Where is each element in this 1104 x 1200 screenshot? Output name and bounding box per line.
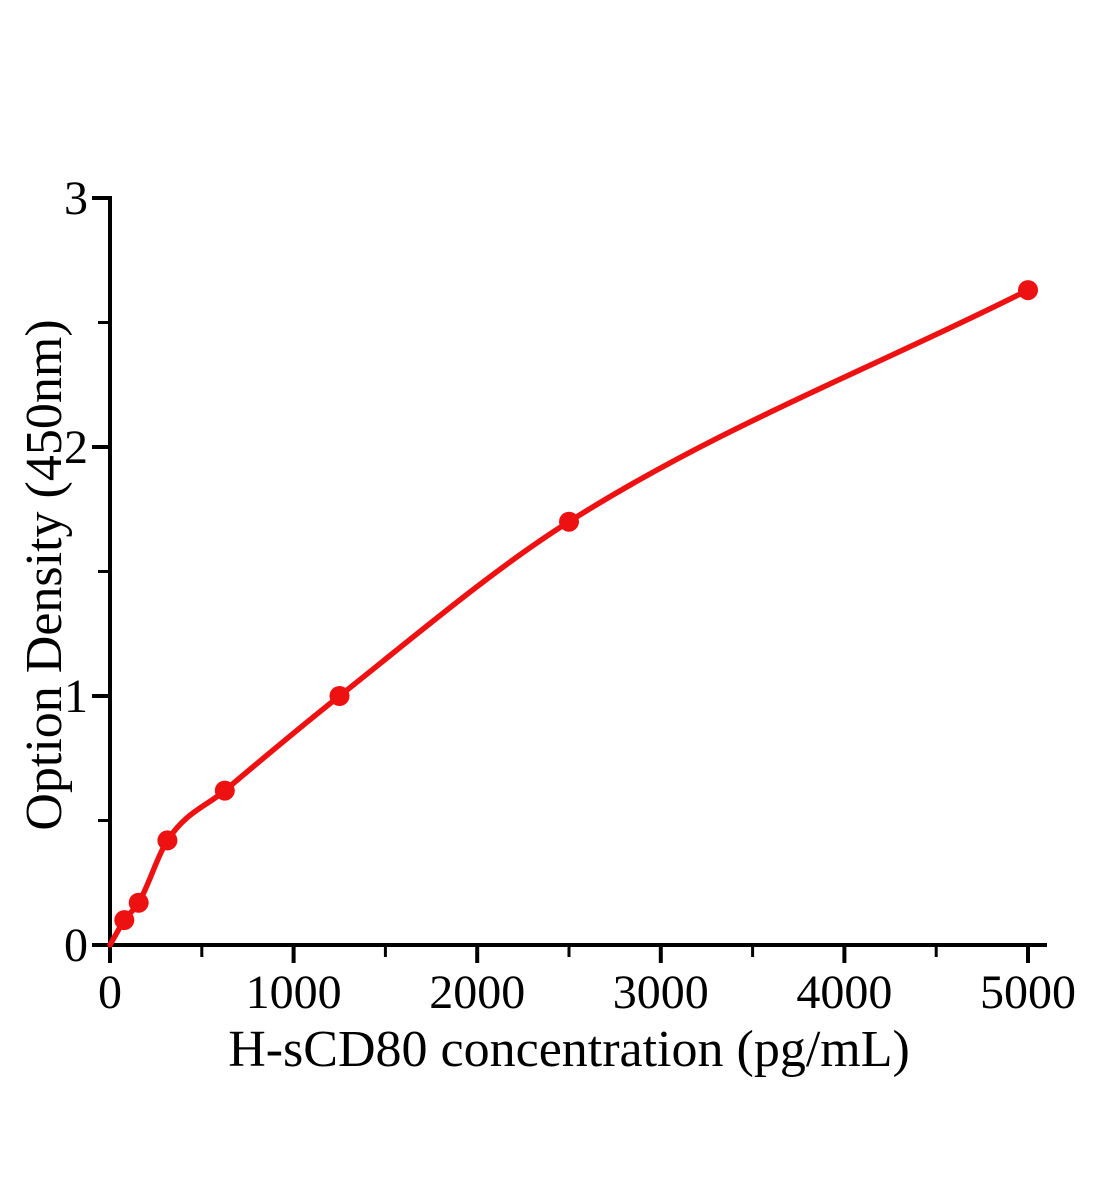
y-tick-label: 3 bbox=[64, 172, 88, 225]
x-tick-label: 0 bbox=[98, 966, 122, 1019]
y-tick-label: 1 bbox=[64, 670, 88, 723]
data-point bbox=[559, 511, 579, 532]
data-point bbox=[128, 892, 149, 913]
x-tick-label: 5000 bbox=[980, 966, 1076, 1019]
x-tick-label: 1000 bbox=[246, 966, 342, 1019]
data-point bbox=[329, 686, 350, 706]
x-axis-title: H-sCD80 concentration (pg/mL) bbox=[228, 1021, 910, 1078]
y-tick-label: 2 bbox=[64, 421, 88, 474]
data-point bbox=[1018, 280, 1038, 301]
y-axis-title: Option Density (450nm) bbox=[16, 319, 73, 831]
data-point bbox=[114, 910, 135, 931]
x-tick-label: 2000 bbox=[429, 966, 525, 1019]
y-tick-label: 0 bbox=[64, 919, 88, 972]
x-tick-label: 4000 bbox=[796, 966, 892, 1019]
fit-curve bbox=[107, 287, 1031, 948]
x-tick-label: 3000 bbox=[613, 966, 709, 1019]
data-point bbox=[214, 780, 235, 801]
data-point bbox=[157, 830, 178, 851]
